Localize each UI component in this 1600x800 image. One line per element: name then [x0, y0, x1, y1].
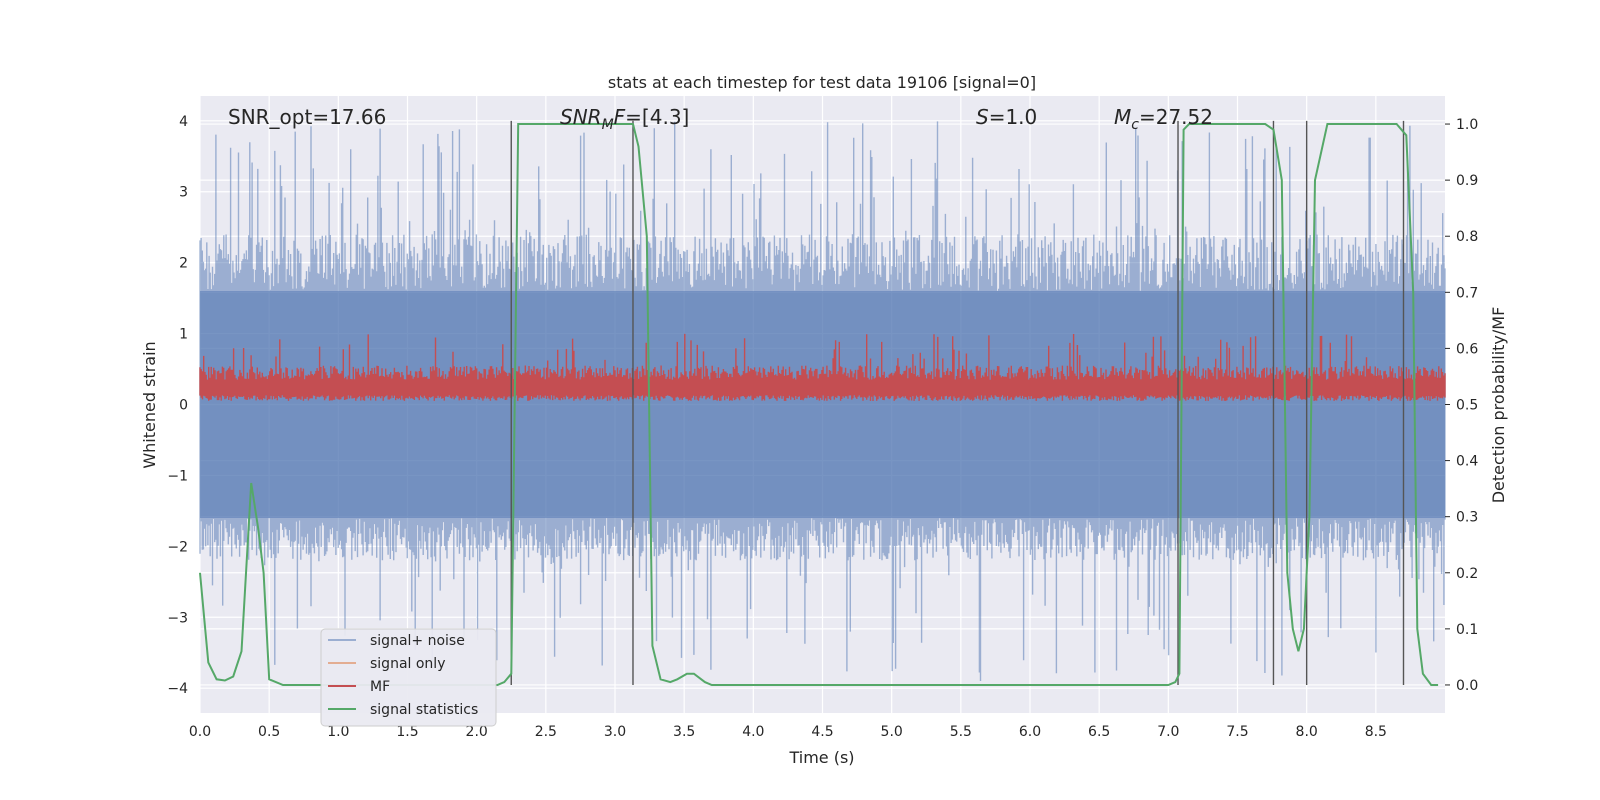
y-axis-label-left: Whitened strain — [140, 341, 159, 468]
x-tick-label-15: 7.5 — [1226, 724, 1248, 740]
signal-statistics-line — [199, 123, 1439, 686]
x-tick-label-7: 3.5 — [673, 724, 695, 740]
y-tick-label-left-2: −2 — [167, 539, 188, 555]
legend: signal+ noise signal only MF signal stat… — [320, 628, 497, 727]
annotation-snr-opt: SNR_opt=17.66 — [228, 105, 386, 129]
x-tick-label-12: 6.0 — [1019, 724, 1041, 740]
legend-label-signal-statistics: signal statistics — [370, 702, 478, 718]
x-tick-label-3: 1.5 — [396, 724, 418, 740]
signal-statistics-series — [199, 123, 1439, 686]
signal-noise-series — [199, 121, 1446, 681]
x-tick-label-5: 2.5 — [535, 724, 557, 740]
legend-box — [320, 628, 497, 727]
x-axis-label: Time (s) — [788, 748, 854, 767]
annotation-snr-mf-value: =[4.3] — [625, 105, 689, 129]
x-tick-label-4: 2.0 — [466, 724, 488, 740]
y-tick-label-left-8: 4 — [179, 114, 188, 130]
y-ticks-right: 0.0 0.1 0.2 0.3 0.4 0.5 0.6 0.7 0.8 0.9 1.0 — [1445, 117, 1478, 694]
x-tick-label-0: 0.0 — [189, 724, 211, 740]
y-tick-label-left-6: 2 — [179, 256, 188, 272]
y-tick-label-right-6: 0.6 — [1456, 341, 1478, 357]
annotation-s: S=1.0 — [976, 105, 1037, 129]
legend-label-signal-only: signal only — [370, 656, 445, 672]
y-tick-label-right-7: 0.7 — [1456, 285, 1478, 301]
signal-noise-core — [200, 291, 1445, 518]
annotation-mc: Mc=27.52 — [1114, 105, 1213, 133]
y-tick-label-right-10: 1.0 — [1456, 117, 1478, 133]
x-tick-label-11: 5.5 — [950, 724, 972, 740]
annotation-snr-mf: SNRMF=[4.3] — [560, 105, 689, 133]
x-tick-label-1: 0.5 — [258, 724, 280, 740]
y-tick-label-right-4: 0.4 — [1456, 454, 1478, 470]
y-axis-label-right: Detection probability/MF — [1489, 307, 1508, 504]
x-tick-label-14: 7.0 — [1157, 724, 1179, 740]
annotation-mc-value: =27.52 — [1139, 105, 1213, 129]
y-tick-label-right-5: 0.5 — [1456, 398, 1478, 414]
x-tick-label-2: 1.0 — [327, 724, 349, 740]
y-ticks-left: −4 −3 −2 −1 0 1 2 3 4 — [167, 114, 188, 697]
x-tick-label-9: 4.5 — [811, 724, 833, 740]
y-tick-label-right-1: 0.1 — [1456, 622, 1478, 638]
y-tick-label-left-4: 0 — [179, 398, 188, 414]
y-tick-label-left-0: −4 — [167, 681, 188, 697]
y-tick-label-left-5: 1 — [179, 327, 188, 343]
x-tick-label-8: 4.0 — [742, 724, 764, 740]
x-tick-label-17: 8.5 — [1365, 724, 1387, 740]
y-tick-label-left-3: −1 — [167, 468, 188, 484]
annotation-s-value: =1.0 — [989, 105, 1038, 129]
y-tick-label-right-9: 0.9 — [1456, 173, 1478, 189]
x-ticks: 0.0 0.5 1.0 1.5 2.0 2.5 3.0 3.5 4.0 4.5 5.0 5.5 6.0 6… — [189, 724, 1387, 740]
y-tick-label-right-0: 0.0 — [1456, 678, 1478, 694]
x-tick-label-10: 5.0 — [881, 724, 903, 740]
y-tick-label-right-2: 0.2 — [1456, 566, 1478, 582]
y-tick-label-left-7: 3 — [179, 185, 188, 201]
legend-label-signal-noise: signal+ noise — [370, 633, 465, 649]
y-tick-label-right-8: 0.8 — [1456, 229, 1478, 245]
y-tick-label-right-3: 0.3 — [1456, 510, 1478, 526]
x-tick-label-16: 8.0 — [1296, 724, 1318, 740]
y-tick-label-left-1: −3 — [167, 610, 188, 626]
x-tick-label-6: 3.0 — [604, 724, 626, 740]
x-tick-label-13: 6.5 — [1088, 724, 1110, 740]
legend-label-mf: MF — [370, 679, 390, 695]
chart-title: stats at each timestep for test data 191… — [608, 73, 1036, 92]
